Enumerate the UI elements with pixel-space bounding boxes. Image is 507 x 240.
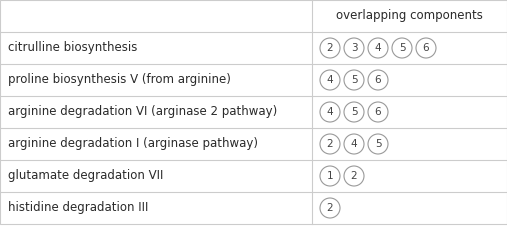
Text: 4: 4 xyxy=(327,75,333,85)
Circle shape xyxy=(320,70,340,90)
Text: 5: 5 xyxy=(351,107,357,117)
Text: 5: 5 xyxy=(375,139,381,149)
Circle shape xyxy=(320,166,340,186)
Circle shape xyxy=(368,134,388,154)
Circle shape xyxy=(368,38,388,58)
Text: 4: 4 xyxy=(351,139,357,149)
Circle shape xyxy=(416,38,436,58)
Text: 6: 6 xyxy=(423,43,429,53)
Text: citrulline biosynthesis: citrulline biosynthesis xyxy=(8,42,137,54)
Circle shape xyxy=(344,166,364,186)
Circle shape xyxy=(344,38,364,58)
Text: 4: 4 xyxy=(327,107,333,117)
Circle shape xyxy=(320,102,340,122)
Text: 6: 6 xyxy=(375,107,381,117)
Text: 1: 1 xyxy=(327,171,333,181)
Circle shape xyxy=(344,102,364,122)
Text: 5: 5 xyxy=(351,75,357,85)
Text: overlapping components: overlapping components xyxy=(336,10,483,23)
Text: 2: 2 xyxy=(327,43,333,53)
Circle shape xyxy=(344,70,364,90)
Circle shape xyxy=(392,38,412,58)
Text: proline biosynthesis V (from arginine): proline biosynthesis V (from arginine) xyxy=(8,73,231,86)
Circle shape xyxy=(320,134,340,154)
Text: 4: 4 xyxy=(375,43,381,53)
Text: arginine degradation I (arginase pathway): arginine degradation I (arginase pathway… xyxy=(8,138,258,150)
Text: 2: 2 xyxy=(327,139,333,149)
Text: arginine degradation VI (arginase 2 pathway): arginine degradation VI (arginase 2 path… xyxy=(8,106,277,119)
Text: glutamate degradation VII: glutamate degradation VII xyxy=(8,169,163,182)
Text: 2: 2 xyxy=(351,171,357,181)
Text: 3: 3 xyxy=(351,43,357,53)
Text: 5: 5 xyxy=(399,43,405,53)
Circle shape xyxy=(320,198,340,218)
Circle shape xyxy=(368,70,388,90)
Text: histidine degradation III: histidine degradation III xyxy=(8,202,149,215)
Circle shape xyxy=(344,134,364,154)
Text: 2: 2 xyxy=(327,203,333,213)
Circle shape xyxy=(368,102,388,122)
Circle shape xyxy=(320,38,340,58)
Text: 6: 6 xyxy=(375,75,381,85)
